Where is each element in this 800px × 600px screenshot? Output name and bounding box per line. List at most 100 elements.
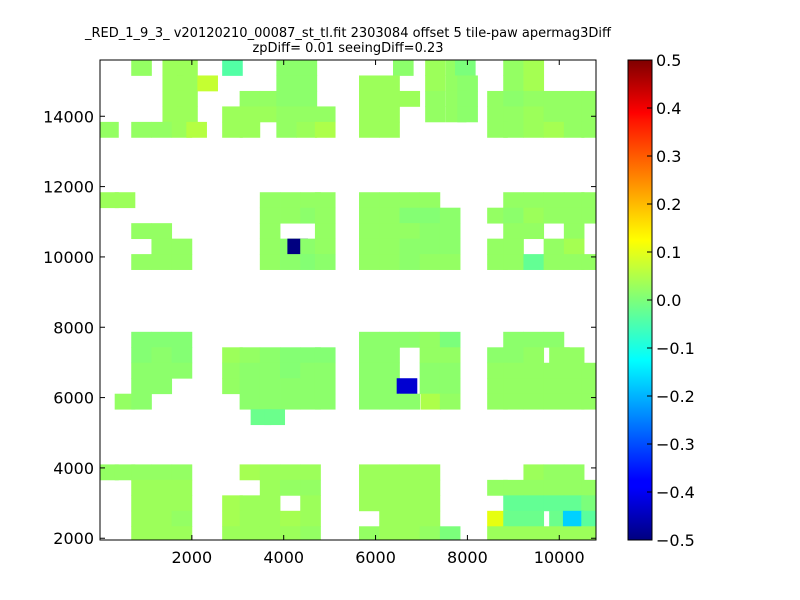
heatmap-cell [239,464,261,481]
y-tick-label: 12000 [43,178,94,197]
heatmap-cell [259,510,281,527]
heatmap-cell [379,510,400,527]
heatmap-cell [503,223,524,240]
heatmap-cell [503,90,524,107]
heatmap-cell [222,526,243,541]
heatmap-cell [439,223,461,240]
heatmap-cell [359,526,380,541]
heatmap-cell [419,192,441,209]
heatmap-cell [314,121,336,138]
heatmap-cell [359,464,380,481]
heatmap-cell [131,347,152,364]
heatmap-cell [487,362,508,379]
heatmap-cell [487,378,508,395]
heatmap-cell [399,223,421,240]
heatmap-cell [276,106,297,123]
heatmap-cell [581,495,597,512]
heatmap-cell [296,121,318,138]
chart-title-line1: _RED_1_9_3_ v20120210_00087_st_tl.fit 23… [84,26,612,41]
heatmap-cell [563,347,585,364]
heatmap-cell [296,60,318,76]
heatmap-cell [420,393,442,410]
heatmap-cell [296,90,318,107]
heatmap-cell [523,90,545,107]
heatmap-cell [399,510,421,527]
heatmap-cell [487,526,508,541]
heatmap-cell [314,393,336,410]
colorbar-tick-label: −0.2 [656,387,695,406]
heatmap-cell [523,106,545,123]
heatmap-cell [439,347,461,364]
heatmap-cell [563,479,585,496]
heatmap-cell [300,495,321,512]
heatmap-cell [543,479,565,496]
heatmap-cell [399,526,421,541]
heatmap-cell [359,495,380,512]
heatmap-cell [114,393,136,410]
heatmap-cell [581,378,597,395]
heatmap-cell [393,60,414,76]
heatmap-cell [543,464,565,481]
heatmap-cell [503,526,524,541]
heatmap-cell [379,254,400,270]
heatmap-cell [300,479,321,496]
heatmap-cell [457,90,478,107]
heatmap-cell [239,510,261,527]
heatmap-cell [563,192,585,209]
heatmap-cell [523,254,545,270]
heatmap-cell [503,378,524,395]
heatmap-cell [151,254,173,270]
heatmap-cell [131,362,152,379]
heatmap-cell [563,495,585,512]
y-tick-label: 8000 [53,318,94,337]
heatmap-cell [280,254,301,270]
heatmap-cell [280,464,301,481]
heatmap-cell [239,526,261,541]
heatmap-cell [259,393,281,410]
heatmap-cell [439,238,461,255]
heatmap-cell [543,192,565,209]
heatmap-cell [264,409,286,426]
heatmap-cell [259,362,281,379]
heatmap-cell [543,393,565,410]
heatmap-cell [581,106,597,123]
colorbar-tick-label: 0.5 [656,51,681,70]
heatmap-cell [280,192,301,209]
heatmap-cell [379,75,400,92]
heatmap-cell [439,526,461,541]
heatmap-cell [280,510,301,527]
heatmap-cell [543,90,565,107]
heatmap-cell [399,393,421,410]
heatmap-cell [503,121,524,138]
heatmap-cell [151,347,173,364]
heatmap-cell [543,378,565,395]
heatmap-cell [439,331,461,348]
heatmap-cell [259,378,281,395]
heatmap-cell [171,495,193,512]
heatmap-cell [379,464,400,481]
heatmap-cell [563,223,585,240]
heatmap-cell [151,223,173,240]
heatmap-cell [581,479,597,496]
heatmap-cell [171,254,193,270]
heatmap-cell [171,479,193,496]
heatmap-cell [177,106,198,123]
heatmap-cell [543,362,565,379]
heatmap-cell [425,106,446,123]
heatmap-cell [171,331,193,348]
heatmap-cell [503,362,524,379]
heatmap-cell [379,192,400,209]
heatmap-cell [151,121,173,138]
heatmap-cell [563,362,585,379]
heatmap-cell [563,90,585,107]
y-tick-label: 4000 [53,459,94,478]
heatmap-cell [131,223,152,240]
heatmap-cell [503,60,524,76]
heatmap-cell [359,393,380,410]
heatmap-cell [379,223,400,240]
heatmap-cell [503,254,524,270]
heatmap-cell [419,362,441,379]
heatmap-cell [114,464,136,481]
heatmap-cell [399,331,421,348]
heatmap-cell [425,60,446,76]
